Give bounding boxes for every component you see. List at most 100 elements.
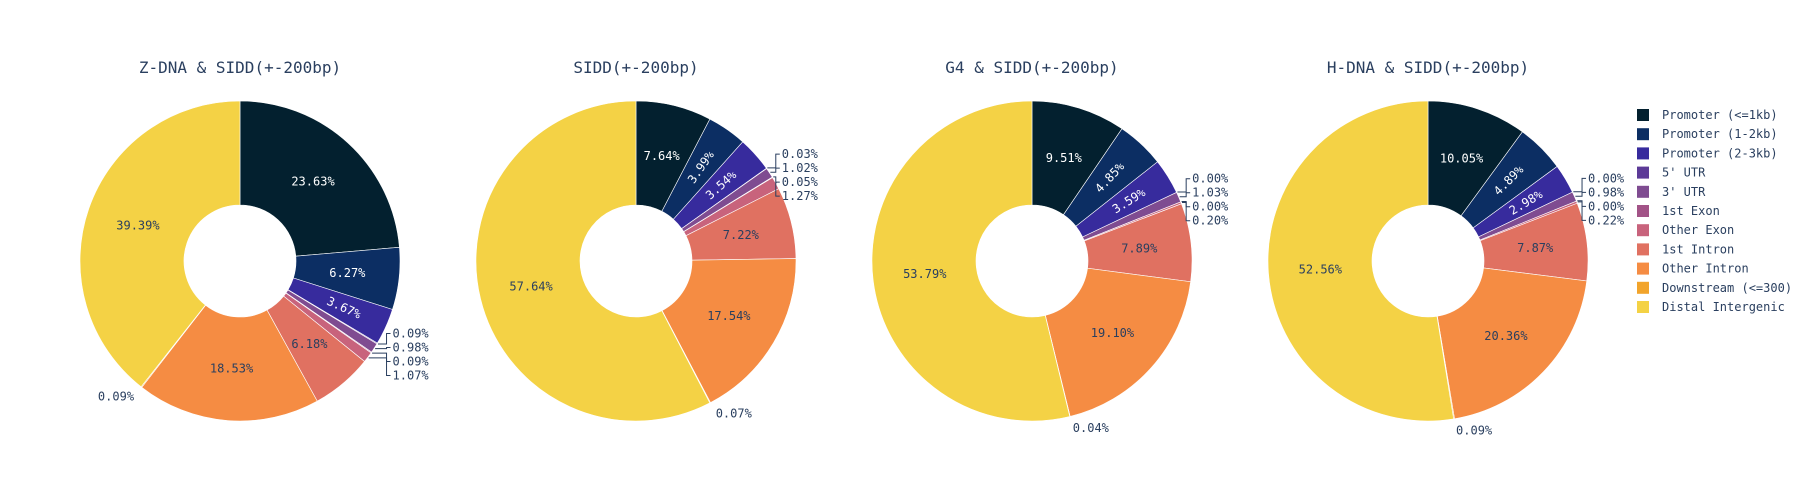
charts-group: Z-DNA & SIDD(+-200bp)23.63%6.27%3.67%6.1… [79,58,1625,438]
slice-distal-intergenic[interactable] [475,100,711,422]
slice-label: 19.10% [1091,326,1135,340]
slice-label-outside: 0.22% [1588,213,1625,227]
slice-label: 53.79% [903,267,947,281]
pie-chart-4: H-DNA & SIDD(+-200bp)10.05%4.89%2.98%7.8… [1267,58,1625,438]
slice-distal-intergenic[interactable] [79,100,241,388]
slice-label-outside: 0.98% [1588,185,1625,199]
legend-item-3-utr[interactable]: 3' UTR [1637,185,1706,199]
legend-item-5-utr[interactable]: 5' UTR [1637,166,1706,180]
slice-label-outside: 0.09% [393,355,430,369]
legend-label: 3' UTR [1662,185,1706,199]
leader-line [775,182,780,197]
slice-label: 7.89% [1121,241,1158,255]
legend-item-promoter-2-3kb[interactable]: Promoter (2-3kb) [1637,146,1778,160]
slice-labels: 9.51%4.85%3.59%7.89%19.10%53.79%0.00%1.0… [903,151,1229,435]
slice-label-outside: 0.00% [1588,171,1625,185]
slice-label-outside: 1.07% [393,369,430,383]
slice-distal-intergenic[interactable] [1267,100,1454,422]
pie-chart-2: SIDD(+-200bp)7.64% 3.99%3.54%7.22%17.54%5… [475,58,819,422]
legend-item-distal-intergenic[interactable]: Distal Intergenic [1637,300,1785,314]
slice-label: 20.36% [1484,329,1528,343]
legend-label: Other Exon [1662,223,1734,237]
slice-label: 57.64% [509,280,553,294]
legend-swatch [1637,166,1649,179]
slice-label: 23.63% [291,174,335,188]
slice-label-outside: 0.00% [1588,199,1625,213]
chart-title: H-DNA & SIDD(+-200bp) [1327,58,1529,77]
legend-item-1st-exon[interactable]: 1st Exon [1637,204,1720,218]
slice-other-intron[interactable] [141,304,318,422]
slice-labels: 23.63%6.27%3.67%6.18%18.53%39.39%0.09%0.… [98,174,430,403]
legend-label: Other Intron [1662,262,1749,276]
legend-label: Promoter (1-2kb) [1662,127,1778,141]
pie-slices [475,100,797,422]
legend-item-1st-intron[interactable]: 1st Intron [1637,242,1734,256]
slice-promoter-1kb[interactable] [239,100,400,257]
pie-chart-3: G4 & SIDD(+-200bp)9.51%4.85%3.59%7.89%19… [871,58,1229,435]
pie-slices [1267,100,1589,422]
slice-label-outside: 0.03% [782,147,819,161]
slice-other-intron[interactable] [661,258,797,404]
leader-line [1577,201,1587,221]
pie-slices [79,100,401,422]
legend-item-downstream-300[interactable]: Downstream (<=300) [1637,281,1792,295]
leader-line [1179,192,1191,198]
slice-label-outside: 0.00% [1192,200,1229,214]
legend-swatch [1637,185,1649,198]
legend-swatch [1637,281,1649,294]
slice-label: 9.51% [1046,151,1083,165]
legend-swatch [1637,262,1649,275]
slice-label-outside: 1.27% [782,189,819,203]
pie-slices [871,100,1193,422]
leader-line [375,347,391,350]
slice-label-outside: 0.07% [716,406,753,420]
slice-label-outside: 0.09% [393,327,430,341]
slice-label: 6.18% [291,337,328,351]
leader-line [767,153,780,169]
legend-item-other-intron[interactable]: Other Intron [1637,262,1749,276]
legend-item-promoter-1kb[interactable]: Promoter (<=1kb) [1637,108,1778,122]
slice-label: 17.54% [707,309,751,323]
leader-line [773,176,780,183]
slice-label-outside: 0.04% [1073,421,1110,435]
slice-distal-intergenic[interactable] [871,100,1071,422]
leader-line [377,333,391,345]
legend-label: Distal Intergenic [1662,300,1785,314]
slice-label-outside: 0.20% [1192,214,1229,228]
slice-label-outside: 0.09% [98,390,135,404]
legend-label: 1st Exon [1662,204,1720,218]
legend-swatch [1637,128,1649,141]
legend-item-other-exon[interactable]: Other Exon [1637,223,1734,237]
leader-line [1181,201,1191,222]
slice-label: 6.27% [329,266,366,280]
slice-label-outside: 1.03% [1192,186,1229,200]
slice-label: 7.64% [644,149,681,163]
legend-item-promoter-1-2kb[interactable]: Promoter (1-2kb) [1637,127,1778,141]
legend-swatch [1637,205,1649,217]
slice-label: 18.53% [210,362,254,376]
legend-label: 5' UTR [1662,166,1706,180]
chart-title: SIDD(+-200bp) [573,58,698,77]
slice-label-outside: 0.09% [1456,424,1493,438]
legend-swatch [1637,224,1649,237]
leader-line [770,167,780,173]
legend-swatch [1637,301,1649,313]
leader-line [1575,191,1587,197]
legend-swatch [1637,109,1649,121]
slice-label-outside: 0.00% [1192,172,1229,186]
leader-line [368,357,391,377]
slice-other-intron[interactable] [1436,267,1588,420]
legend-swatch [1637,243,1649,256]
slice-label-outside: 0.98% [393,341,430,355]
legend-label: Downstream (<=300) [1662,281,1792,295]
legend-label: 1st Intron [1662,242,1734,256]
slice-label: 39.39% [116,219,160,233]
chart-title: Z-DNA & SIDD(+-200bp) [139,58,341,77]
legend: Promoter (<=1kb) Promoter (1-2kb) Promoter… [1637,108,1792,314]
slice-label: 52.56% [1299,263,1343,277]
legend-label: Promoter (2-3kb) [1662,146,1778,160]
leader-line [1177,178,1191,193]
slice-other-intron[interactable] [1044,267,1191,417]
leader-line [1573,177,1587,193]
